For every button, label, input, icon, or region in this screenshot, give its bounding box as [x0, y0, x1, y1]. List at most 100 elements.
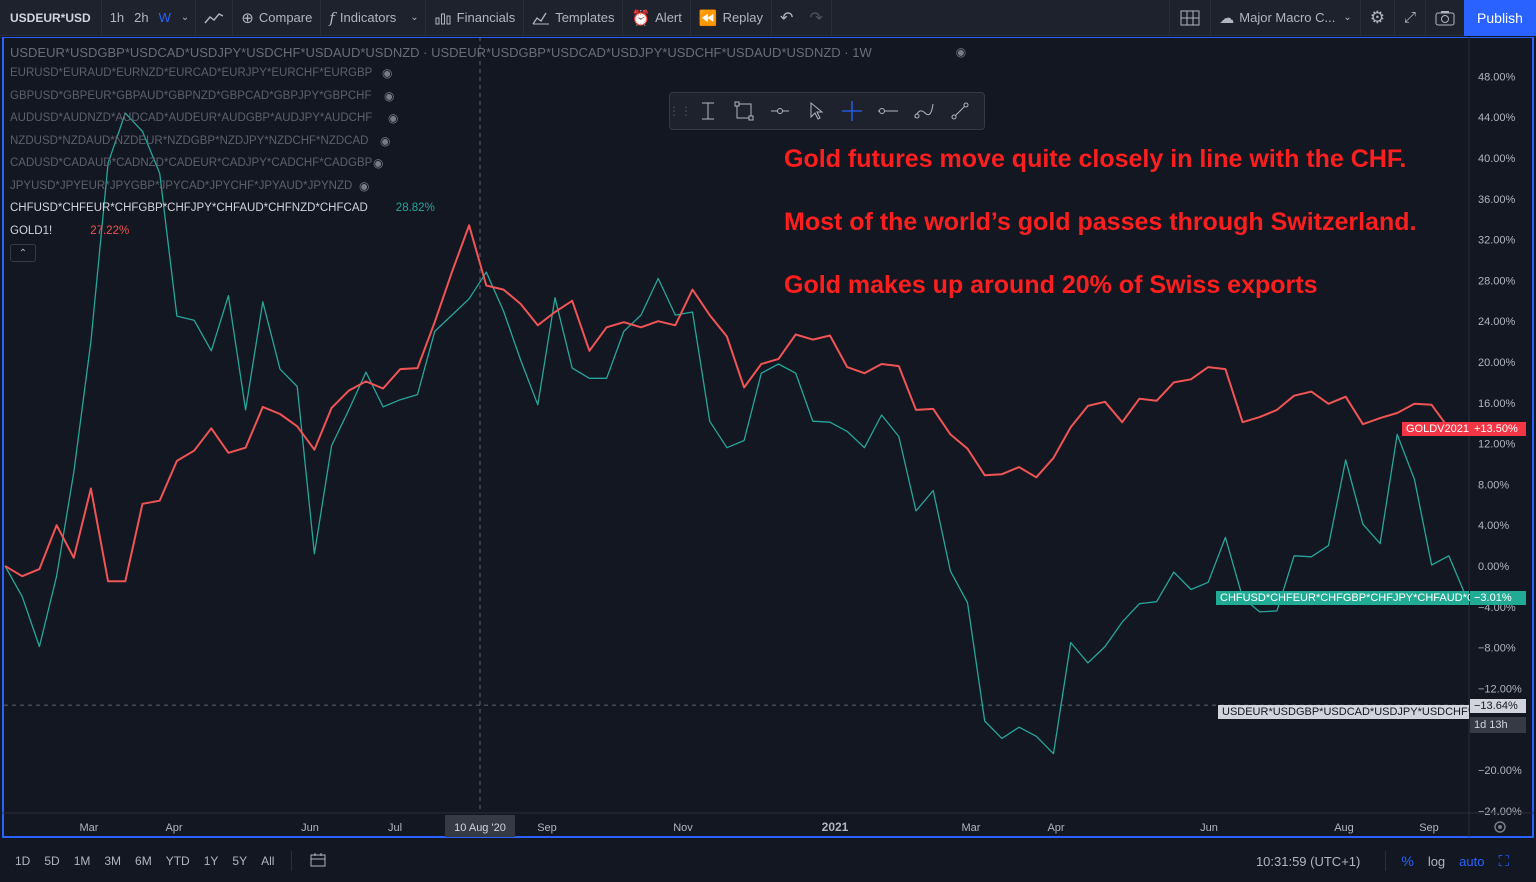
range-1d-button[interactable]: 1D [15, 854, 31, 868]
layout-name-button[interactable]: ☁ Major Macro C... ⌄ [1211, 0, 1359, 36]
publish-button[interactable]: Publish [1464, 0, 1536, 36]
drawing-toolbar: ⋮⋮ [668, 92, 985, 130]
date-price-range-icon[interactable] [690, 93, 726, 129]
price-axis-tick-label: 24.00% [1478, 316, 1516, 328]
legend-row-cad[interactable]: CADUSD*CADAUD*CADNZD*CADEUR*CADJPY*CADCH… [10, 152, 966, 175]
replay-button[interactable]: ⏪ Replay [691, 0, 771, 36]
price-axis-tick-label: −12.00% [1478, 683, 1522, 695]
eye-hidden-icon[interactable]: ◉ [955, 45, 967, 59]
toolbar-divider [320, 0, 322, 36]
annotation-text-2[interactable]: Most of the world’s gold passes through … [784, 208, 1417, 236]
time-axis-tick-label: Nov [673, 822, 693, 834]
cursor-arrow-icon[interactable] [798, 93, 834, 129]
settings-gear-icon[interactable]: ⚙ [1369, 7, 1385, 27]
legend-row-jpy[interactable]: JPYUSD*JPYEUR*JPYGBP*JPYCAD*JPYCHF*JPYAU… [10, 175, 966, 198]
interval-1h-button[interactable]: 1h [109, 10, 125, 25]
range-5d-button[interactable]: 5D [44, 854, 60, 868]
horizontal-line-icon[interactable] [870, 93, 906, 129]
toolbar-divider [424, 0, 426, 36]
price-axis-tick-label: 40.00% [1478, 153, 1516, 165]
financials-button[interactable]: Financials [426, 0, 524, 36]
price-axis-tick-label: 36.00% [1478, 194, 1516, 206]
indicators-label: Indicators [339, 10, 397, 25]
fullscreen-icon[interactable]: ⤢ [1403, 9, 1416, 26]
horizontal-ray-icon[interactable] [762, 93, 798, 129]
cloud-icon: ☁ [1219, 9, 1235, 27]
price-axis-tick-label: 4.00% [1478, 520, 1509, 532]
legend-series-value: 27.22% [90, 224, 130, 237]
legend-row-aud[interactable]: AUDUSD*AUDNZD*AUDCAD*AUDEUR*AUDGBP*AUDJP… [10, 107, 966, 130]
replay-label: Replay [722, 10, 764, 25]
price-axis-tick-label: 16.00% [1478, 398, 1516, 410]
eye-hidden-icon[interactable]: ◉ [359, 178, 370, 193]
legend-main-series[interactable]: USDEUR*USDGBP*USDCAD*USDJPY*USDCHF*USDAU… [10, 43, 966, 61]
eye-hidden-icon[interactable]: ◉ [380, 133, 391, 148]
annotation-text-1[interactable]: Gold futures move quite closely in line … [784, 145, 1407, 173]
range-1y-button[interactable]: 1Y [203, 854, 219, 868]
range-1m-button[interactable]: 1M [73, 854, 91, 868]
templates-button[interactable]: Templates [524, 0, 622, 36]
go-to-date-button[interactable] [302, 852, 334, 871]
log-scale-toggle[interactable]: log [1427, 853, 1446, 869]
time-axis-tick-label: 2021 [822, 820, 849, 834]
usd-series-name-tag: USDEUR*USDGBP*USDCAD*USDJPY*USDCHF*US... [1218, 705, 1496, 719]
legend-row-gold[interactable]: GOLD1! 27.22% [10, 220, 966, 243]
alarm-clock-icon: ⏰ [631, 9, 651, 27]
undo-icon[interactable]: ↶ [780, 9, 794, 27]
legend-row-gbp[interactable]: GBPUSD*GBPEUR*GBPAUD*GBPNZD*GBPCAD*GBPJP… [10, 85, 966, 108]
time-axis-settings-icon[interactable] [1494, 821, 1506, 833]
legend-row-chf[interactable]: CHFUSD*CHFEUR*CHFGBP*CHFJPY*CHFAUD*CHFNZ… [10, 197, 966, 220]
price-axis-tick-label: 28.00% [1478, 275, 1516, 287]
legend-row-eur[interactable]: EURUSD*EURAUD*EURNZD*EURCAD*EURJPY*EURCH… [10, 62, 966, 85]
price-axis-tick-label: 48.00% [1478, 71, 1516, 83]
time-axis-tick-label: Aug [1334, 822, 1354, 834]
legend-row-nzd[interactable]: NZDUSD*NZDAUD*NZDEUR*NZDGBP*NZDJPY*NZDCH… [10, 130, 966, 153]
range-5y-button[interactable]: 5Y [232, 854, 248, 868]
annotation-text-3[interactable]: Gold makes up around 20% of Swiss export… [784, 271, 1318, 299]
bottom-divider [1385, 851, 1387, 871]
alert-button[interactable]: ⏰ Alert [623, 0, 689, 36]
toolbar-divider [1169, 0, 1171, 36]
range-all-button[interactable]: All [261, 854, 275, 868]
bottom-divider [291, 851, 293, 871]
compare-button[interactable]: ⊕ Compare [233, 0, 320, 36]
interval-dropdown-chevron-icon[interactable]: ⌄ [180, 12, 190, 23]
brush-pen-icon[interactable] [906, 93, 942, 129]
legend-collapse-chevron-up-icon[interactable]: ⌃ [10, 244, 36, 262]
time-axis-tick-label: Mar [962, 822, 981, 834]
time-axis-tick-label: 10 Aug '20 [454, 822, 506, 834]
crosshair-icon[interactable] [834, 93, 870, 129]
drag-handle-icon[interactable]: ⋮⋮ [668, 104, 692, 118]
range-ytd-button[interactable]: YTD [165, 854, 190, 868]
chf-series-name-tag: CHFUSD*CHFEUR*CHFGBP*CHFJPY*CHFAUD*CH... [1216, 591, 1492, 605]
legend-series-label: JPYUSD*JPYEUR*JPYGBP*JPYCAD*JPYCHF*JPYAU… [10, 179, 353, 192]
rectangle-icon[interactable] [726, 93, 762, 129]
eye-hidden-icon[interactable]: ◉ [373, 156, 384, 171]
toolbar-divider [523, 0, 525, 36]
auto-scale-toggle[interactable]: auto [1459, 853, 1485, 869]
bottom-right-group: 10:31:59 (UTC+1) % log auto ⛶ [1249, 851, 1536, 871]
eye-hidden-icon[interactable]: ◉ [384, 88, 395, 103]
indicators-button[interactable]: f Indicators [321, 0, 404, 36]
top-toolbar: USDEUR*USD 1h 2h W ⌄ ⊕ Compare f Indicat… [0, 0, 1536, 36]
toolbar-divider [689, 0, 691, 36]
range-6m-button[interactable]: 6M [135, 854, 152, 868]
interval-2h-button[interactable]: 2h [134, 10, 149, 25]
time-axis-labels: Mar Apr Jun Jul 10 Aug '20 Sep Nov 2021 Mar Apr Ju… [80, 815, 1439, 837]
range-3m-button[interactable]: 3M [104, 854, 122, 868]
snapshot-button[interactable] [1426, 0, 1464, 36]
eye-hidden-icon[interactable]: ◉ [388, 111, 399, 126]
fit-screen-icon[interactable]: ⛶ [1498, 852, 1509, 870]
redo-icon[interactable]: ↷ [809, 9, 823, 27]
indicators-dropdown-chevron-icon[interactable]: ⌄ [410, 12, 419, 23]
chart-legend: USDEUR*USDGBP*USDCAD*USDJPY*USDCHF*USDAU… [10, 43, 966, 262]
eye-hidden-icon[interactable]: ◉ [382, 66, 393, 81]
interval-weekly-button[interactable]: W [158, 10, 171, 25]
layout-grid-button[interactable] [1170, 0, 1210, 36]
symbol-search-button[interactable]: USDEUR*USD [10, 10, 91, 25]
chart-type-button[interactable] [196, 0, 232, 36]
trend-line-icon[interactable] [942, 93, 978, 129]
percent-scale-toggle[interactable]: % [1401, 853, 1414, 869]
timezone-clock[interactable]: 10:31:59 (UTC+1) [1255, 853, 1361, 869]
price-axis-tick-label: 0.00% [1478, 561, 1509, 573]
